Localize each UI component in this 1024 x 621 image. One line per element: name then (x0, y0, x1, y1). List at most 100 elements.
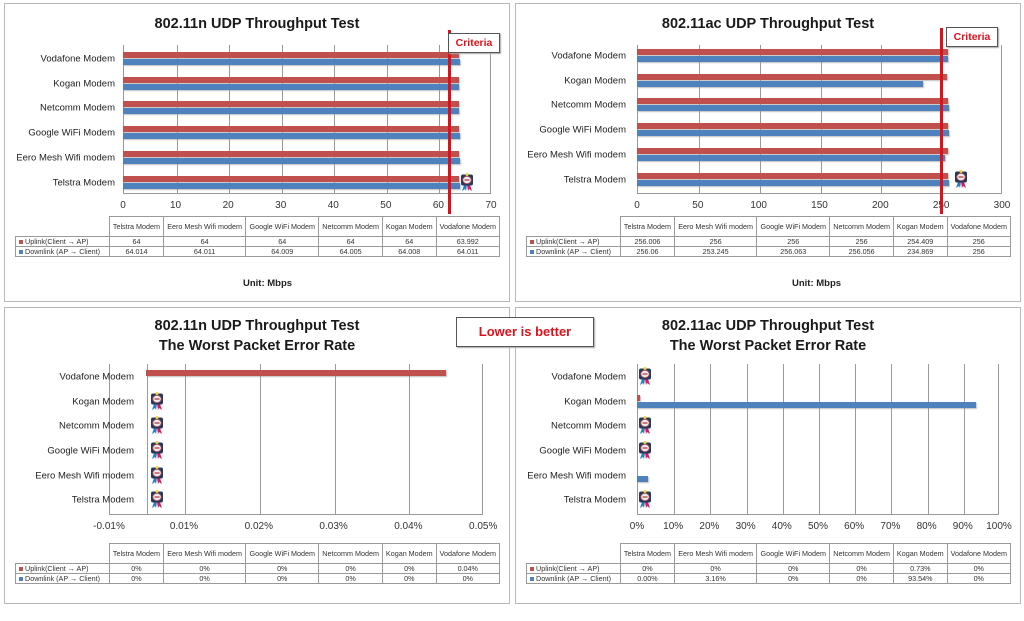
data-table: Telstra Modem Eero Mesh Wifi modem Google … (15, 543, 501, 584)
downlink-bar (123, 183, 460, 189)
uplink-bar (123, 126, 460, 132)
gridline (281, 45, 283, 193)
chart-title: 802.11n UDP Throughput Test (154, 318, 360, 334)
table-cell: 0.73% (893, 563, 948, 574)
legend-swatch-icon (19, 576, 23, 581)
gridline (176, 45, 178, 193)
table-cell: 0% (382, 563, 437, 574)
x-tick-label: 0.03% (319, 521, 348, 532)
table-cell: 256.06 (620, 246, 675, 257)
award-badge-icon (638, 441, 652, 459)
table-column-header: Google WiFi Modem (245, 543, 320, 564)
x-tick-label: 30% (735, 521, 756, 532)
table-cell: 0% (756, 563, 831, 574)
table-cell: 0% (245, 573, 320, 584)
gridline (927, 364, 929, 514)
x-tick-label: 20% (699, 521, 720, 532)
unit-label: Unit: Mbps (243, 278, 293, 289)
x-tick-label: 50 (692, 200, 704, 211)
table-column-header: Google WiFi Modem (756, 543, 831, 564)
table-cell: 256 (673, 236, 758, 247)
table-cell: 256 (946, 236, 1012, 247)
uplink-bar (123, 101, 460, 107)
x-tick-label: 0.05% (469, 521, 498, 532)
legend-label: Uplink(Client → AP) (25, 236, 89, 246)
table-cell: 0% (946, 573, 1012, 584)
category-label: Vodafone Modem (551, 50, 626, 62)
x-tick-label: 70% (880, 521, 901, 532)
legend-swatch-icon (530, 566, 534, 571)
table-cell: 234.869 (893, 246, 948, 257)
table-column-header: Netcomm Modem (318, 216, 384, 237)
panel-11n-throughput: 802.11n UDP Throughput Test 0 10 20 30 40 50 6… (4, 3, 510, 302)
chart-title: 802.11ac UDP Throughput Test (661, 16, 875, 32)
table-cell: 0% (162, 573, 247, 584)
table-column-header: Kogan Modem (893, 216, 948, 237)
downlink-bar (637, 476, 649, 482)
table-cell: 254.409 (893, 236, 948, 247)
award-badge-icon (638, 416, 652, 434)
table-cell: 64.011 (435, 246, 501, 257)
downlink-bar (637, 402, 976, 408)
category-label: Telstra Modem (52, 177, 115, 189)
category-label: Eero Mesh Wifi modem (527, 149, 626, 161)
table-column-header: Netcomm Modem (829, 543, 895, 564)
category-label: Vodafone Modem (551, 371, 626, 383)
category-label: Google WiFi Modem (539, 445, 626, 457)
panel-11n-packet-error-rate: 802.11n UDP Throughput Test The Worst Pa… (4, 307, 510, 604)
legend-swatch-icon (530, 239, 534, 244)
table-cell: 0% (829, 573, 895, 584)
table-column-header: Telstra Modem (620, 543, 675, 564)
table-cell: 0% (318, 573, 384, 584)
data-table: Telstra Modem Eero Mesh Wifi modem Google … (526, 216, 1012, 257)
table-row: Uplink(Client → AP) 0% 0% 0% 0% 0.73% 0% (526, 563, 1012, 574)
uplink-bar (637, 49, 949, 55)
table-cell: 0% (162, 563, 247, 574)
award-badge-icon (638, 367, 652, 385)
category-label: Eero Mesh Wifi modem (16, 152, 115, 164)
table-column-header: Vodafone Modem (435, 216, 501, 237)
downlink-bar (123, 59, 460, 65)
x-tick-label: 80% (916, 521, 937, 532)
category-label: Google WiFi Modem (28, 127, 115, 139)
plot-area (109, 364, 483, 515)
x-tick-label: 0 (120, 200, 126, 211)
table-cell: 0.04% (435, 563, 501, 574)
award-badge-icon (954, 170, 968, 188)
table-column-header: Netcomm Modem (318, 543, 384, 564)
category-label: Google WiFi Modem (539, 124, 626, 136)
award-badge-icon (150, 490, 164, 508)
table-cell: 64.008 (382, 246, 437, 257)
legend-label: Downlink (AP → Client) (536, 246, 611, 256)
x-tick-label: 300 (993, 200, 1011, 211)
gridline (759, 45, 761, 193)
table-cell: 0% (109, 573, 164, 584)
downlink-bar (123, 133, 460, 139)
x-tick-label: 60 (432, 200, 444, 211)
category-label: Eero Mesh Wifi modem (527, 470, 626, 482)
legend-swatch-icon (530, 576, 534, 581)
category-label: Kogan Modem (53, 78, 115, 90)
x-tick-label: 40 (327, 200, 339, 211)
table-cell: 64 (109, 236, 164, 247)
x-tick-label: 0% (629, 521, 645, 532)
gridline (782, 364, 784, 514)
table-cell: 253.245 (673, 246, 758, 257)
table-cell: 93.54% (893, 573, 948, 584)
downlink-bar (637, 105, 949, 111)
downlink-bar (637, 130, 949, 136)
legend-downlink: Downlink (AP → Client) (15, 246, 110, 257)
legend-uplink: Uplink(Client → AP) (15, 563, 110, 574)
x-tick-label: 0 (634, 200, 640, 211)
x-tick-label: 100 (750, 200, 767, 211)
gridline (710, 364, 712, 514)
table-column-header: Kogan Modem (382, 216, 437, 237)
category-label: Vodafone Modem (59, 371, 134, 383)
table-column-header: Eero Mesh Wifi modem (162, 543, 247, 564)
table-row: Downlink (AP → Client) 64.014 64.011 64.009… (15, 246, 501, 257)
category-label: Eero Mesh Wifi modem (35, 470, 134, 482)
legend-uplink: Uplink(Client → AP) (526, 563, 621, 574)
x-tick-label: 50 (380, 200, 392, 211)
table-column-header: Vodafone Modem (946, 216, 1012, 237)
table-cell: 256.056 (829, 246, 895, 257)
